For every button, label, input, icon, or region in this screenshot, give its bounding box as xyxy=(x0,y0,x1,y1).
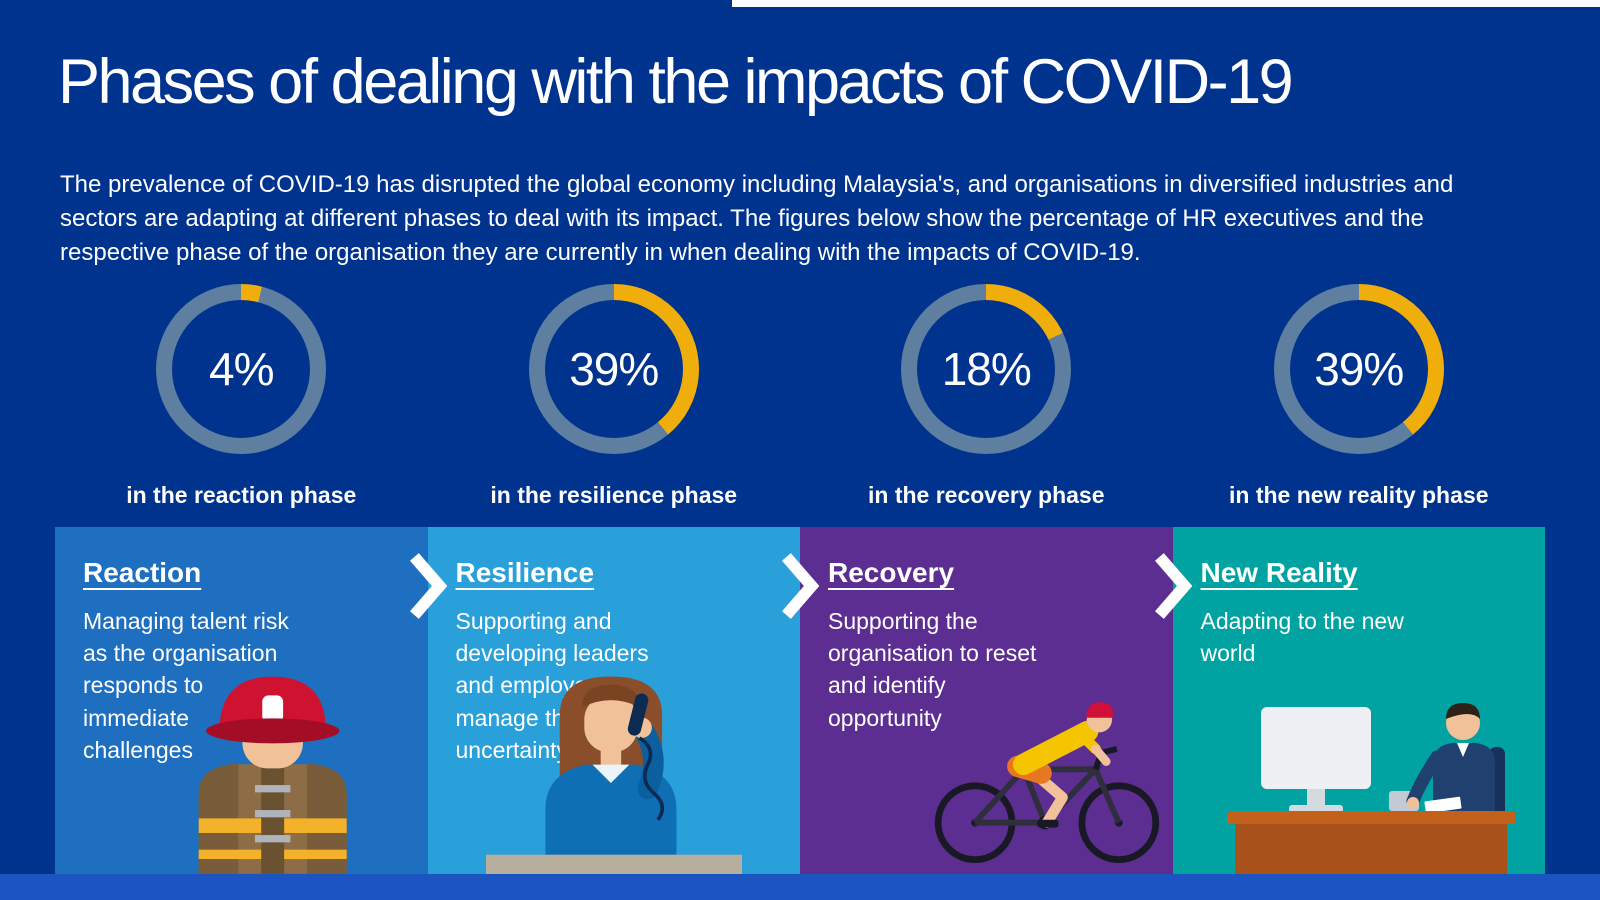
donut-chart-reaction: 4% xyxy=(156,284,327,454)
gauge-reaction: 4% in the reaction phase xyxy=(55,284,428,509)
gauge-recovery: 18% in the recovery phase xyxy=(800,284,1173,509)
donut-value-label: 39% xyxy=(569,343,659,395)
donut-caption: in the resilience phase xyxy=(490,482,738,508)
chevron-right-icon xyxy=(1154,553,1192,619)
person-at-desk-illustration xyxy=(1226,703,1515,874)
donut-value-label: 4% xyxy=(209,343,274,395)
footer-strip xyxy=(0,874,1600,900)
panel-heading: Resilience xyxy=(455,557,595,588)
chevron-right-icon xyxy=(782,553,819,619)
panel-heading: Recovery xyxy=(828,557,955,588)
donut-caption: in the recovery phase xyxy=(868,482,1105,508)
woman-on-phone-illustration xyxy=(485,676,742,874)
panel-heading: New Reality xyxy=(1200,557,1358,588)
panel-body: Supporting the organisation to reset and… xyxy=(828,608,1037,731)
donut-value-label: 18% xyxy=(941,343,1032,395)
donut-value-label: 39% xyxy=(1314,343,1404,395)
intro-paragraph: The prevalence of COVID-19 has disrupted… xyxy=(60,171,1454,267)
firefighter-illustration xyxy=(198,677,347,874)
donut-gauge-row: 4% in the reaction phase 39% in the resi… xyxy=(55,284,1545,509)
donut-chart-recovery: 18% xyxy=(901,284,1072,454)
gauge-new-reality: 39% in the new reality phase xyxy=(1173,284,1546,509)
panel-reaction: Reaction Managing talent risk as the org… xyxy=(55,527,428,874)
donut-caption: in the new reality phase xyxy=(1229,482,1489,508)
panel-heading: Reaction xyxy=(83,557,202,588)
phase-panels: Reaction Managing talent risk as the org… xyxy=(55,527,1545,874)
panel-resilience: Resilience Supporting and developing lea… xyxy=(427,527,800,874)
gauge-resilience: 39% in the resilience phase xyxy=(428,284,801,509)
cyclist-illustration xyxy=(934,701,1159,863)
top-edge-strip xyxy=(732,0,1600,7)
chevron-right-icon xyxy=(409,553,447,619)
donut-chart-resilience: 39% xyxy=(528,284,699,454)
panel-recovery: Recovery Supporting the organisation to … xyxy=(800,527,1173,874)
panel-body: Managing talent risk as the organisation… xyxy=(83,608,289,763)
panel-new-reality: New Reality Adapting to the new world xyxy=(1172,527,1545,874)
donut-caption: in the reaction phase xyxy=(126,482,357,508)
page-title: Phases of dealing with the impacts of CO… xyxy=(58,47,1294,117)
donut-chart-new-reality: 39% xyxy=(1273,284,1444,454)
panel-body: Adapting to the new world xyxy=(1200,608,1404,667)
